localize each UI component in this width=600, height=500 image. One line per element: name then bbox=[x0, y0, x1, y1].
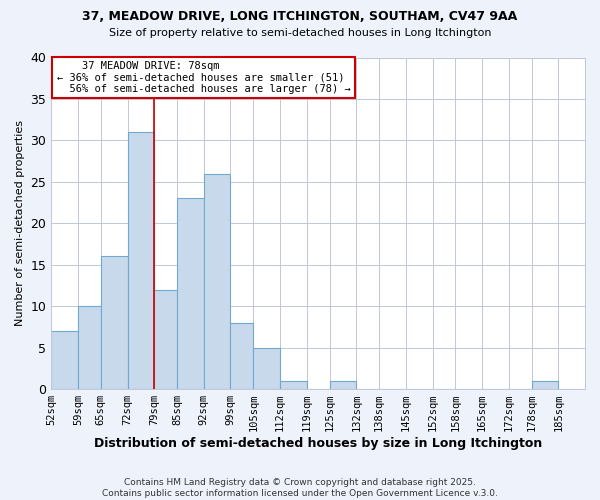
Y-axis label: Number of semi-detached properties: Number of semi-detached properties bbox=[15, 120, 25, 326]
Bar bbox=[51, 331, 78, 389]
Bar bbox=[253, 348, 280, 389]
Bar bbox=[230, 323, 253, 389]
Text: Size of property relative to semi-detached houses in Long Itchington: Size of property relative to semi-detach… bbox=[109, 28, 491, 38]
Bar bbox=[204, 174, 230, 389]
Bar bbox=[78, 306, 101, 389]
Bar bbox=[101, 256, 128, 389]
Bar bbox=[532, 381, 559, 389]
Bar bbox=[128, 132, 154, 389]
Bar bbox=[329, 381, 356, 389]
Bar bbox=[177, 198, 204, 389]
Text: 37, MEADOW DRIVE, LONG ITCHINGTON, SOUTHAM, CV47 9AA: 37, MEADOW DRIVE, LONG ITCHINGTON, SOUTH… bbox=[82, 10, 518, 23]
X-axis label: Distribution of semi-detached houses by size in Long Itchington: Distribution of semi-detached houses by … bbox=[94, 437, 542, 450]
Bar bbox=[154, 290, 177, 389]
Bar bbox=[280, 381, 307, 389]
Text: 37 MEADOW DRIVE: 78sqm
← 36% of semi-detached houses are smaller (51)
  56% of s: 37 MEADOW DRIVE: 78sqm ← 36% of semi-det… bbox=[56, 61, 350, 94]
Text: Contains HM Land Registry data © Crown copyright and database right 2025.
Contai: Contains HM Land Registry data © Crown c… bbox=[102, 478, 498, 498]
